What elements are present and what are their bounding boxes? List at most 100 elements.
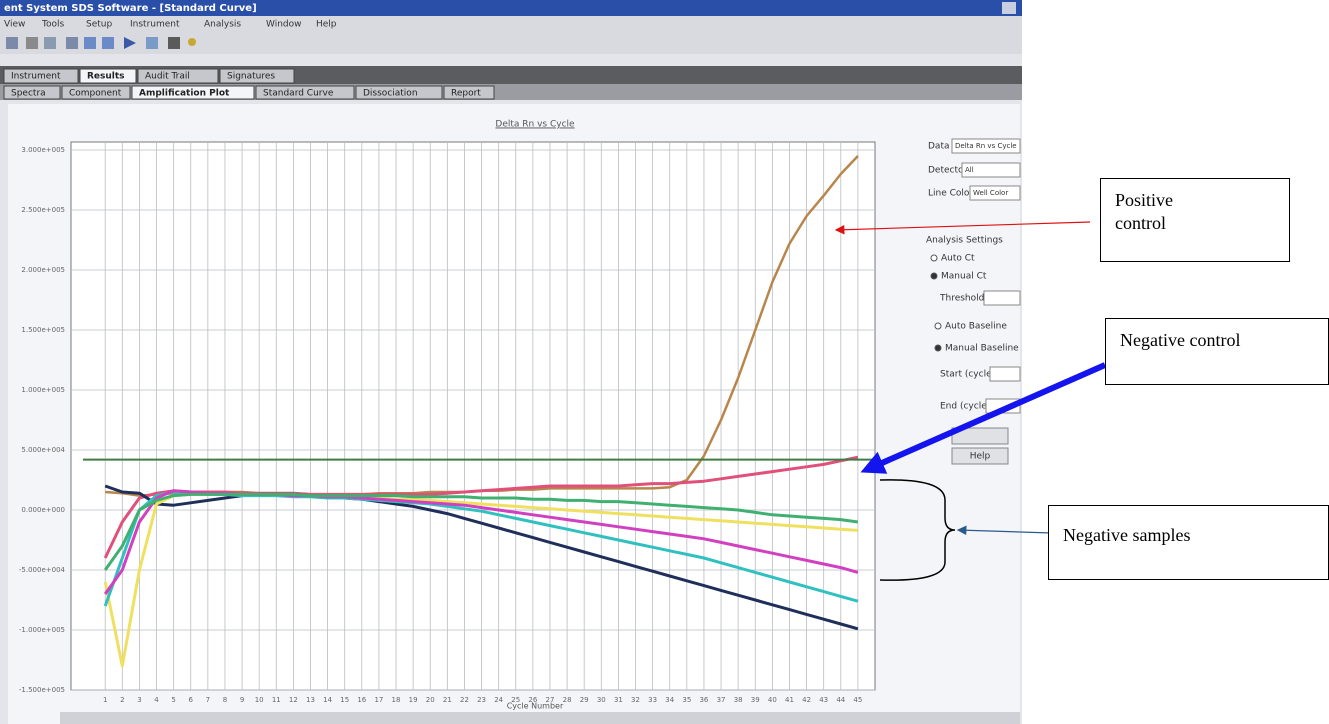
close-button[interactable] [1002, 2, 1016, 14]
x-tick-label: 27 [546, 696, 555, 704]
x-tick-label: 20 [426, 696, 435, 704]
x-tick-label: 39 [751, 696, 760, 704]
tab-label: Instrument [11, 72, 61, 82]
x-tick-label: 2 [120, 696, 124, 704]
y-tick-label: 0.000e+000 [21, 506, 65, 514]
annotation-text: Negative samples [1063, 525, 1190, 545]
subtab-label: Amplification Plot [139, 89, 230, 99]
tab-label: Signatures [227, 72, 275, 82]
plot-area [71, 142, 875, 690]
x-tick-label: 33 [648, 696, 657, 704]
x-tick-label: 30 [597, 696, 606, 704]
y-tick-label: -1.000e+005 [19, 626, 65, 634]
x-tick-label: 5 [171, 696, 175, 704]
x-tick-label: 14 [323, 696, 332, 704]
radio[interactable] [931, 273, 937, 279]
x-tick-label: 7 [206, 696, 210, 704]
x-tick-label: 15 [340, 696, 349, 704]
y-tick-label: -5.000e+004 [19, 566, 66, 574]
radio-label: Auto Ct [941, 254, 975, 264]
x-tick-label: 31 [614, 696, 623, 704]
label: Data [928, 142, 950, 152]
x-tick-label: 32 [631, 696, 640, 704]
radio-label: Manual Baseline [945, 344, 1019, 354]
radio[interactable] [935, 323, 941, 329]
x-tick-label: 25 [511, 696, 520, 704]
x-tick-label: 19 [409, 696, 418, 704]
icon[interactable] [102, 37, 114, 49]
annotation-box: Positive control [1100, 178, 1290, 262]
annotation-box: Negative samples [1048, 505, 1329, 580]
chart-title: Delta Rn vs Cycle [495, 120, 575, 130]
label: End (cycle) [940, 402, 990, 412]
radio[interactable] [931, 255, 937, 261]
subtab-label: Standard Curve [263, 89, 334, 99]
x-tick-label: 40 [768, 696, 777, 704]
x-tick-label: 3 [137, 696, 141, 704]
icon[interactable] [44, 37, 56, 49]
radio-label: Auto Baseline [945, 322, 1007, 332]
label: Start (cycle) [940, 370, 995, 380]
x-tick-label: 45 [853, 696, 862, 704]
group-title: Analysis Settings [926, 236, 1003, 246]
dropdown-value: Delta Rn vs Cycle [955, 142, 1017, 150]
y-tick-label: 5.000e+004 [21, 446, 65, 454]
icon[interactable] [146, 37, 158, 49]
x-tick-label: 36 [699, 696, 708, 704]
annotation-text: Negative control [1120, 330, 1240, 350]
x-tick-label: 23 [477, 696, 486, 704]
menu-item[interactable]: Instrument [130, 20, 180, 30]
x-tick-label: 9 [240, 696, 244, 704]
menu-item[interactable]: Tools [41, 20, 64, 30]
menu-item[interactable]: Help [316, 20, 337, 30]
x-tick-label: 21 [443, 696, 452, 704]
y-tick-label: -1.500e+005 [19, 686, 65, 694]
x-tick-label: 13 [306, 696, 315, 704]
y-tick-label: 2.000e+005 [21, 266, 65, 274]
button-label: Help [970, 452, 991, 462]
x-tick-label: 6 [189, 696, 194, 704]
radio[interactable] [935, 345, 941, 351]
icon[interactable] [66, 37, 78, 49]
x-tick-label: 29 [580, 696, 589, 704]
menu-item[interactable]: Analysis [204, 20, 241, 30]
annotation-text: Positive control [1115, 189, 1215, 236]
input[interactable] [990, 367, 1020, 381]
menu-item[interactable]: Setup [86, 20, 112, 30]
plot: -1.500e+005 -1.000e+005 -5.000e+004 0.000e+… [19, 142, 875, 704]
x-tick-label: 41 [785, 696, 794, 704]
x-tick-label: 42 [802, 696, 811, 704]
x-tick-label: 10 [255, 696, 264, 704]
subtab-label: Spectra [11, 89, 46, 99]
x-tick-label: 24 [494, 696, 503, 704]
x-tick-label: 16 [357, 696, 366, 704]
x-tick-label: 18 [392, 696, 401, 704]
icon[interactable] [188, 38, 196, 46]
dropdown-value: Well Color [973, 189, 1008, 197]
radio-label: Manual Ct [941, 272, 987, 282]
icon[interactable] [26, 37, 38, 49]
menu-item[interactable]: Window [266, 20, 302, 30]
x-tick-label: 12 [289, 696, 298, 704]
icon[interactable] [84, 37, 96, 49]
x-tick-label: 44 [836, 696, 845, 704]
input[interactable] [984, 291, 1020, 305]
x-tick-label: 1 [103, 696, 107, 704]
tab-label: Audit Trail [145, 72, 190, 82]
annotation-box: Negative control [1105, 318, 1329, 385]
label: Line Color [928, 189, 973, 199]
x-tick-label: 26 [528, 696, 537, 704]
x-tick-label: 43 [819, 696, 828, 704]
x-tick-label: 11 [272, 696, 281, 704]
y-tick-label: 2.500e+005 [21, 206, 65, 214]
x-tick-label: 28 [563, 696, 572, 704]
tab-label: Results [87, 72, 125, 82]
menu-item[interactable]: View [4, 20, 25, 30]
window-title: ent System SDS Software - [Standard Curv… [4, 3, 257, 14]
icon[interactable] [168, 37, 180, 49]
x-tick-label: 34 [665, 696, 674, 704]
subtab-label: Component [69, 89, 122, 99]
icon[interactable] [6, 37, 18, 49]
label: Threshold [939, 294, 984, 304]
x-tick-label: 22 [460, 696, 469, 704]
